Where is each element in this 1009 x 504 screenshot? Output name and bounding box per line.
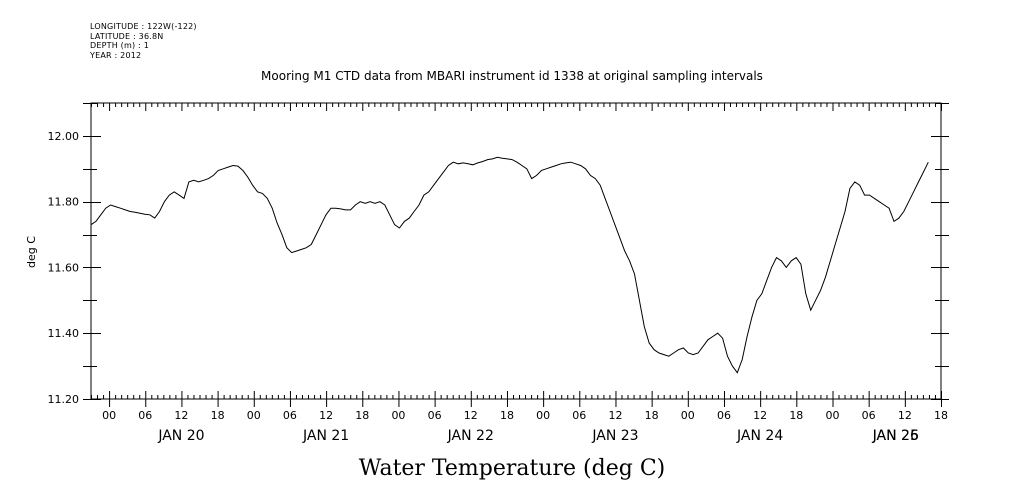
x-tick-label: 18	[645, 409, 659, 422]
x-tick-label: 00	[391, 409, 405, 422]
y-tick-label: 11.60	[48, 261, 80, 274]
x-tick-label: 12	[608, 409, 622, 422]
x-tick-label: 06	[283, 409, 297, 422]
x-day-label: JAN 22	[447, 428, 494, 444]
x-tick-label: 00	[681, 409, 695, 422]
plot-border	[90, 102, 942, 400]
chart-title: Mooring M1 CTD data from MBARI instrumen…	[261, 69, 763, 83]
y-axis-ticks: 11.20 11.40 11.60 11.80 12.00	[48, 103, 949, 406]
plot-frame	[90, 102, 942, 400]
x-axis-label: Water Temperature (deg C)	[359, 456, 666, 481]
x-tick-label: 12	[753, 409, 767, 422]
metadata-block: LONGITUDE : 122W(-122) LATITUDE : 36.8N …	[90, 22, 197, 60]
x-tick-label: 18	[934, 409, 948, 422]
x-tick-label: 12	[464, 409, 478, 422]
y-axis-label: deg C	[25, 236, 38, 268]
metadata-latitude: LATITUDE : 36.8N	[90, 31, 164, 41]
x-tick-label: 12	[174, 409, 188, 422]
x-tick-label: 06	[572, 409, 586, 422]
x-day-label: JAN 23	[591, 428, 638, 444]
x-day-label: JAN 20	[157, 428, 204, 444]
x-day-label: JAN 24	[736, 428, 783, 444]
x-axis-ticks: 00 06 12 18 00 06 12 18 00 06 12 18 00 06 12 18 00 06 12 18…	[102, 103, 948, 422]
x-tick-label: 06	[862, 409, 876, 422]
x-tick-label: 12	[319, 409, 333, 422]
minor-tick-marks	[91, 103, 936, 399]
metadata-longitude: LONGITUDE : 122W(-122)	[90, 22, 197, 31]
x-tick-label: 06	[717, 409, 731, 422]
x-tick-label: 00	[825, 409, 839, 422]
x-tick-label: 00	[247, 409, 261, 422]
metadata-depth: DEPTH (m) : 1	[90, 41, 149, 50]
x-axis-day-labels: JAN 20 JAN 21 JAN 22 JAN 23 JAN 24 JAN 25JAN …	[157, 428, 919, 444]
x-day-label: JAN 25	[872, 428, 919, 444]
minor-ticks	[91, 103, 936, 399]
water-temperature-line	[90, 156, 929, 374]
x-day-label: JAN 26	[872, 428, 919, 444]
y-tick-label: 12.00	[48, 130, 80, 143]
x-tick-label: 06	[428, 409, 442, 422]
x-tick-label: 18	[789, 409, 803, 422]
metadata-year: YEAR : 2012	[90, 50, 142, 60]
y-tick-label: 11.40	[48, 327, 80, 340]
x-tick-label: 00	[536, 409, 550, 422]
x-tick-label: 12	[898, 409, 912, 422]
y-tick-label: 11.20	[48, 393, 80, 406]
x-tick-label: 18	[500, 409, 514, 422]
x-tick-label: 18	[355, 409, 369, 422]
x-tick-label: 06	[138, 409, 152, 422]
x-tick-label: 18	[211, 409, 225, 422]
x-day-label: JAN 21	[302, 428, 349, 444]
x-tick-label: 00	[102, 409, 116, 422]
y-tick-label: 11.80	[48, 196, 80, 209]
